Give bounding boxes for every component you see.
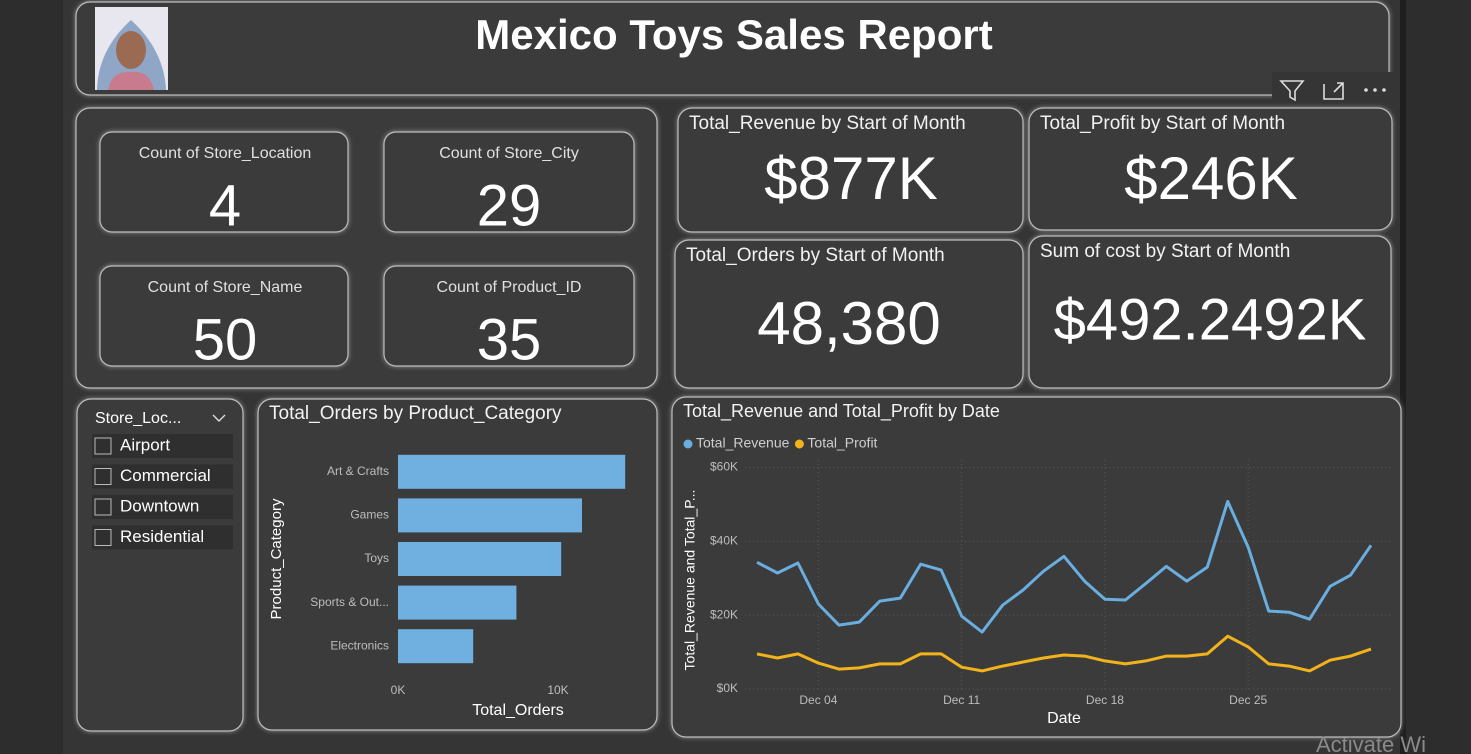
slicer-title: Store_Loc... xyxy=(95,410,181,427)
slicer-row xyxy=(92,464,233,489)
y-tick-label: Sports & Out... xyxy=(310,595,389,609)
x-axis-title: Total_Orders xyxy=(472,702,564,719)
chart-title: Total_Orders by Product_Category xyxy=(269,403,562,424)
slicer-item[interactable]: Airport xyxy=(120,435,170,454)
more-icon[interactable] xyxy=(1364,88,1386,92)
kpi-label: Sum of cost by Start of Month xyxy=(1040,241,1290,262)
legend-marker xyxy=(683,439,693,449)
kpi-card xyxy=(674,239,1024,389)
slicer-item[interactable]: Downtown xyxy=(120,496,199,515)
bar xyxy=(398,542,562,576)
scrollbar-gap xyxy=(1400,0,1406,754)
y-tick-label: $40K xyxy=(710,533,738,547)
focus-icon[interactable] xyxy=(1323,82,1344,100)
kpi-card xyxy=(99,131,349,233)
photo-face xyxy=(116,31,146,69)
visual-toolbar xyxy=(1272,72,1400,106)
slicer-row xyxy=(92,525,233,550)
kpi-card xyxy=(383,265,635,367)
y-tick-label: $0K xyxy=(717,681,738,695)
x-tick-label: Dec 04 xyxy=(799,693,837,707)
kpi-label: Count of Store_Location xyxy=(139,145,312,162)
kpi-value: 50 xyxy=(193,307,258,372)
slicer-item[interactable]: Commercial xyxy=(120,466,211,485)
legend-label: Total_Revenue xyxy=(696,435,790,451)
header-panel xyxy=(75,1,1390,96)
report-title: Mexico Toys Sales Report xyxy=(475,11,992,58)
slicer-chevron[interactable] xyxy=(212,414,226,422)
line-series xyxy=(756,634,1372,673)
legend-label: Total_Profit xyxy=(807,435,877,451)
checkbox[interactable] xyxy=(94,468,112,485)
y-tick-label: Games xyxy=(350,508,389,522)
y-tick-label: $60K xyxy=(710,460,738,474)
kpi-value: $877K xyxy=(764,145,938,212)
kpi-value: 48,380 xyxy=(757,290,941,357)
line-chart-panel xyxy=(671,396,1402,738)
os-watermark: Activate Wi xyxy=(1316,732,1426,754)
checkbox[interactable] xyxy=(94,437,112,455)
kpi-label: Count of Store_City xyxy=(439,145,579,162)
slicer-row xyxy=(92,434,233,458)
kpi-value: 29 xyxy=(477,173,542,238)
photo-shawl xyxy=(108,71,154,90)
kpi-value: $246K xyxy=(1124,145,1298,212)
kpi-card xyxy=(99,265,349,367)
kpi-label: Total_Revenue by Start of Month xyxy=(689,113,966,134)
chart-title: Total_Revenue and Total_Profit by Date xyxy=(683,401,1000,422)
y-tick-label: Electronics xyxy=(330,638,389,652)
kpi-value: 35 xyxy=(477,307,542,372)
slicer-row xyxy=(92,495,233,519)
kpi-label: Total_Orders by Start of Month xyxy=(686,245,945,266)
y-tick-label: $20K xyxy=(710,607,738,621)
y-axis-title: Product_Category xyxy=(268,498,285,619)
kpi-card xyxy=(677,107,1024,233)
y-tick-label: Toys xyxy=(364,551,389,565)
kpi-card xyxy=(383,131,635,233)
slicer-item[interactable]: Residential xyxy=(120,527,204,546)
filter-icon[interactable] xyxy=(1279,80,1305,102)
x-tick-label: 0K xyxy=(391,683,406,697)
bar xyxy=(398,454,626,489)
kpi-value: $492.2492K xyxy=(1054,287,1367,352)
bar xyxy=(398,629,474,664)
x-tick-label: Dec 18 xyxy=(1086,693,1124,707)
line-chart: $0K $20K $40K $60K Dec 04 Dec 11 Dec 18 Dec 25 T… xyxy=(682,435,1392,727)
bar xyxy=(398,585,517,620)
bar-chart: 0K 10K Art & Crafts Games Toys Sports & Out..… xyxy=(268,454,626,719)
kpi-card xyxy=(1028,235,1392,389)
x-tick-label: Dec 25 xyxy=(1229,693,1267,707)
kpi-label: Count of Product_ID xyxy=(437,279,582,296)
bar xyxy=(398,498,582,533)
x-axis-title: Date xyxy=(1047,710,1081,727)
legend-marker xyxy=(794,439,804,449)
y-axis-title: Total_Revenue and Total_P... xyxy=(682,490,698,671)
kpi-label: Total_Profit by Start of Month xyxy=(1040,113,1285,134)
x-tick-label: Dec 11 xyxy=(943,693,980,707)
profile-photo xyxy=(95,7,168,90)
line-series xyxy=(756,499,1373,634)
x-tick-label: 10K xyxy=(547,683,568,697)
kpi-label: Count of Store_Name xyxy=(148,279,303,296)
checkbox[interactable] xyxy=(94,529,112,546)
slicer-items: Airport Commercial Downtown Residential xyxy=(92,434,233,550)
y-tick-label: Art & Crafts xyxy=(327,464,389,478)
kpi-value: 4 xyxy=(209,173,241,238)
kpi-card xyxy=(1028,107,1393,231)
checkbox[interactable] xyxy=(94,498,112,516)
